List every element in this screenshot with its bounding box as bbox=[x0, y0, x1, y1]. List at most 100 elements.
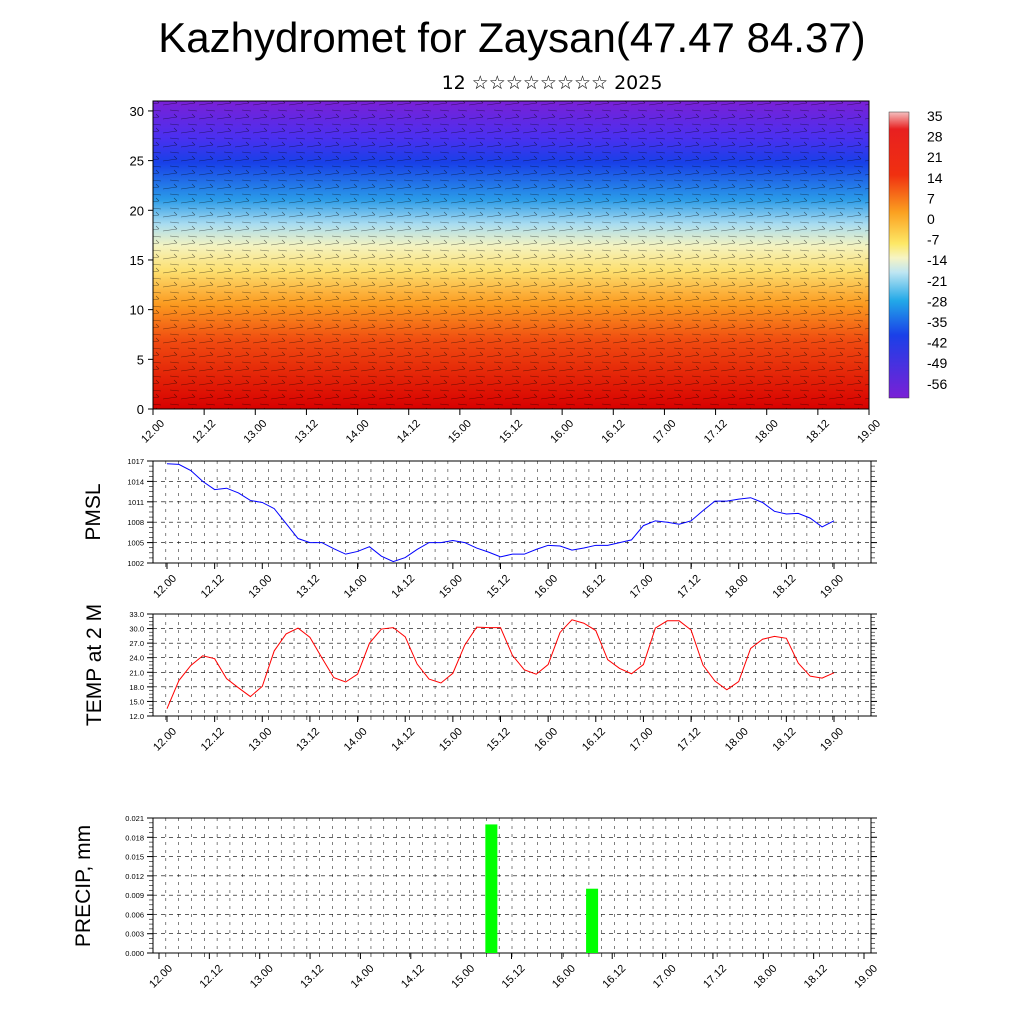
y-tick-label: 1005 bbox=[127, 539, 144, 548]
colorbar-label: 28 bbox=[927, 129, 943, 145]
y-tick-label: 21.0 bbox=[129, 668, 144, 677]
x-tick-label: 18.12 bbox=[804, 418, 832, 446]
x-tick-label: 15.12 bbox=[497, 418, 525, 446]
x-tick-label: 17.00 bbox=[651, 418, 679, 446]
x-tick-label: 13.00 bbox=[246, 726, 274, 754]
x-tick-label: 15.12 bbox=[485, 726, 513, 754]
precip-bar bbox=[485, 824, 498, 953]
x-tick-label: 18.00 bbox=[751, 963, 779, 991]
x-tick-label: 12.00 bbox=[139, 418, 167, 446]
x-tick-label: 14.00 bbox=[342, 726, 370, 754]
pmsl-series-line bbox=[166, 463, 835, 563]
x-tick-label: 19.00 bbox=[818, 726, 846, 754]
x-tick-label: 19.00 bbox=[818, 573, 846, 601]
x-tick-label: 14.00 bbox=[344, 418, 372, 446]
colorbar-gradient bbox=[888, 111, 910, 399]
cross-section-panel bbox=[152, 100, 870, 410]
x-tick-label: 13.00 bbox=[246, 573, 274, 601]
x-tick-label: 14.12 bbox=[389, 573, 417, 601]
colorbar bbox=[888, 111, 910, 399]
y-tick-label: 33.0 bbox=[129, 610, 144, 619]
x-tick-label: 18.00 bbox=[723, 573, 751, 601]
x-tick-label: 12.00 bbox=[151, 726, 179, 754]
y-tick-label: 12.0 bbox=[129, 712, 144, 721]
colorbar-label: -28 bbox=[927, 293, 947, 309]
temp-axis-label: TEMP at 2 M bbox=[83, 604, 106, 726]
x-tick-label: 12.12 bbox=[190, 418, 218, 446]
x-tick-label: 16.00 bbox=[550, 963, 578, 991]
x-tick-label: 12.00 bbox=[147, 963, 175, 991]
x-tick-label: 19.00 bbox=[855, 418, 883, 446]
colorbar-label: -56 bbox=[927, 376, 947, 392]
y-tick-label: 25 bbox=[130, 154, 144, 169]
x-tick-label: 14.00 bbox=[349, 963, 377, 991]
y-tick-label: 30 bbox=[130, 104, 144, 119]
x-tick-label: 12.00 bbox=[151, 573, 179, 601]
x-tick-label: 14.00 bbox=[342, 573, 370, 601]
y-tick-label: 1002 bbox=[127, 559, 144, 568]
y-tick-label: 1008 bbox=[127, 518, 144, 527]
y-tick-label: 0.012 bbox=[125, 872, 144, 881]
x-tick-label: 13.00 bbox=[248, 963, 276, 991]
x-tick-label: 15.00 bbox=[437, 726, 465, 754]
x-tick-label: 12.12 bbox=[199, 573, 227, 601]
y-tick-label: 27.0 bbox=[129, 639, 144, 648]
y-tick-label: 1017 bbox=[127, 457, 144, 466]
x-tick-label: 17.12 bbox=[675, 573, 703, 601]
y-tick-label: 1011 bbox=[128, 498, 144, 507]
x-tick-label: 17.00 bbox=[651, 963, 679, 991]
y-tick-label: 5 bbox=[137, 352, 144, 367]
colorbar-label: 7 bbox=[927, 190, 935, 206]
x-tick-label: 14.12 bbox=[399, 963, 427, 991]
page-subtitle: 12 ☆☆☆☆☆☆☆☆ 2025 bbox=[441, 72, 663, 94]
x-tick-label: 16.00 bbox=[548, 418, 576, 446]
colorbar-label: -42 bbox=[927, 335, 947, 351]
x-tick-label: 16.00 bbox=[532, 726, 560, 754]
colorbar-label: 35 bbox=[927, 108, 943, 124]
y-tick-label: 0.018 bbox=[125, 833, 144, 842]
pmsl-axis-label: PMSL bbox=[82, 483, 105, 540]
colorbar-label: -7 bbox=[927, 232, 940, 248]
x-tick-label: 12.12 bbox=[198, 963, 226, 991]
x-tick-label: 18.12 bbox=[771, 726, 799, 754]
x-tick-label: 17.00 bbox=[628, 726, 656, 754]
colorbar-label: 0 bbox=[927, 211, 935, 227]
x-tick-label: 17.12 bbox=[702, 418, 730, 446]
colorbar-label: 14 bbox=[927, 170, 943, 186]
colorbar-label: -49 bbox=[927, 355, 947, 371]
y-tick-label: 0.021 bbox=[125, 814, 144, 823]
x-tick-label: 16.00 bbox=[532, 573, 560, 601]
x-tick-label: 14.12 bbox=[395, 418, 423, 446]
x-tick-label: 18.12 bbox=[771, 573, 799, 601]
y-tick-label: 15 bbox=[130, 253, 144, 268]
y-tick-label: 20 bbox=[130, 203, 144, 218]
x-tick-label: 17.12 bbox=[675, 726, 703, 754]
x-tick-label: 12.12 bbox=[199, 726, 227, 754]
x-tick-label: 18.12 bbox=[802, 963, 830, 991]
colorbar-label: -35 bbox=[927, 314, 947, 330]
x-tick-label: 13.12 bbox=[293, 418, 321, 446]
x-tick-label: 17.00 bbox=[628, 573, 656, 601]
x-tick-label: 13.00 bbox=[241, 418, 269, 446]
x-tick-label: 16.12 bbox=[580, 726, 608, 754]
wind-barbs-overlay bbox=[153, 101, 869, 409]
y-tick-label: 10 bbox=[130, 303, 144, 318]
y-tick-label: 1014 bbox=[127, 477, 144, 486]
x-tick-label: 15.00 bbox=[446, 418, 474, 446]
x-tick-label: 15.12 bbox=[500, 963, 528, 991]
y-tick-label: 24.0 bbox=[129, 654, 144, 663]
y-tick-label: 15.0 bbox=[129, 697, 144, 706]
x-tick-label: 15.00 bbox=[437, 573, 465, 601]
colorbar-label: -21 bbox=[927, 273, 947, 289]
x-tick-label: 16.12 bbox=[580, 573, 608, 601]
y-tick-label: 0.003 bbox=[125, 930, 144, 939]
y-tick-label: 0.015 bbox=[125, 853, 144, 862]
x-tick-label: 15.12 bbox=[485, 573, 513, 601]
x-tick-label: 16.12 bbox=[600, 963, 628, 991]
x-tick-label: 13.12 bbox=[294, 726, 322, 754]
y-tick-label: 0.006 bbox=[125, 910, 144, 919]
x-tick-label: 17.12 bbox=[701, 963, 729, 991]
precip-bar bbox=[586, 888, 599, 953]
y-tick-label: 18.0 bbox=[129, 683, 144, 692]
